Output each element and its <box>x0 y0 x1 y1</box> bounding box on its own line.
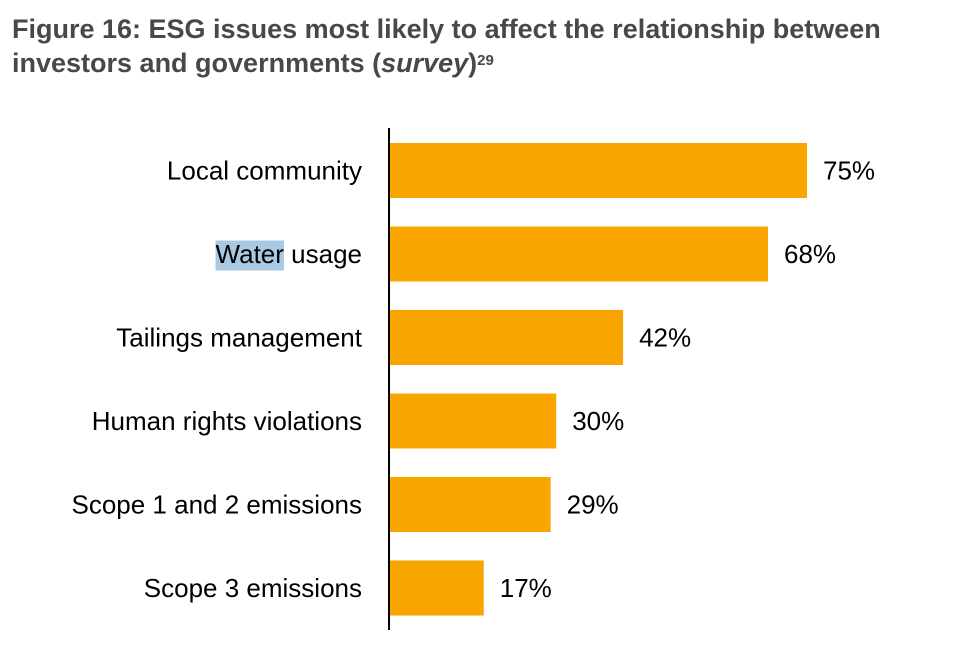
value-label: 75% <box>823 156 875 186</box>
chart-title: Figure 16: ESG issues most likely to aff… <box>12 12 970 80</box>
category-label: Scope 1 and 2 emissions <box>71 490 362 520</box>
bar <box>389 560 484 616</box>
bar <box>389 226 768 282</box>
text-selection-highlight <box>215 240 284 271</box>
value-label: 17% <box>500 573 552 603</box>
category-label: Human rights violations <box>92 406 362 436</box>
bar <box>389 143 807 198</box>
category-label: Local community <box>167 156 362 186</box>
category-label: Scope 3 emissions <box>144 573 362 603</box>
bar <box>389 310 624 365</box>
value-label: 30% <box>572 406 624 436</box>
category-label: Tailings management <box>116 323 362 353</box>
value-label: 42% <box>639 323 691 353</box>
title-close: ) <box>468 48 478 78</box>
category-label: Water usage <box>216 239 362 269</box>
title-italic: survey <box>381 48 469 78</box>
value-label: 29% <box>567 490 619 520</box>
bar <box>389 477 551 532</box>
value-label: 68% <box>784 239 836 269</box>
bar <box>389 393 557 449</box>
title-footnote: 29 <box>477 52 494 69</box>
title-text: Figure 16: ESG issues most likely to aff… <box>12 14 881 78</box>
